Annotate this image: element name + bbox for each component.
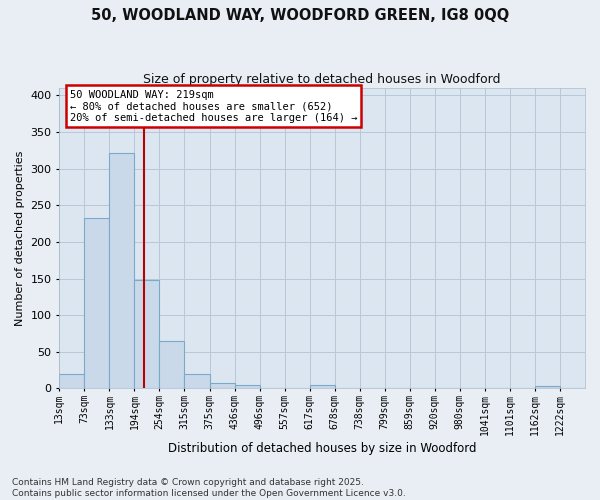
Text: 50 WOODLAND WAY: 219sqm
← 80% of detached houses are smaller (652)
20% of semi-d: 50 WOODLAND WAY: 219sqm ← 80% of detache… [70, 90, 358, 123]
Bar [160, 341, 184, 388]
Text: 50, WOODLAND WAY, WOODFORD GREEN, IG8 0QQ: 50, WOODLAND WAY, WOODFORD GREEN, IG8 0Q… [91, 8, 509, 22]
X-axis label: Distribution of detached houses by size in Woodford: Distribution of detached houses by size … [168, 442, 476, 455]
Bar [59, 374, 85, 388]
Bar [85, 218, 109, 388]
Bar [134, 280, 160, 388]
Bar [209, 382, 235, 388]
Bar [235, 384, 260, 388]
Bar [310, 386, 335, 388]
Text: Contains HM Land Registry data © Crown copyright and database right 2025.
Contai: Contains HM Land Registry data © Crown c… [12, 478, 406, 498]
Bar [535, 386, 560, 388]
Bar [184, 374, 209, 388]
Title: Size of property relative to detached houses in Woodford: Size of property relative to detached ho… [143, 72, 501, 86]
Bar [109, 152, 134, 388]
Y-axis label: Number of detached properties: Number of detached properties [15, 150, 25, 326]
